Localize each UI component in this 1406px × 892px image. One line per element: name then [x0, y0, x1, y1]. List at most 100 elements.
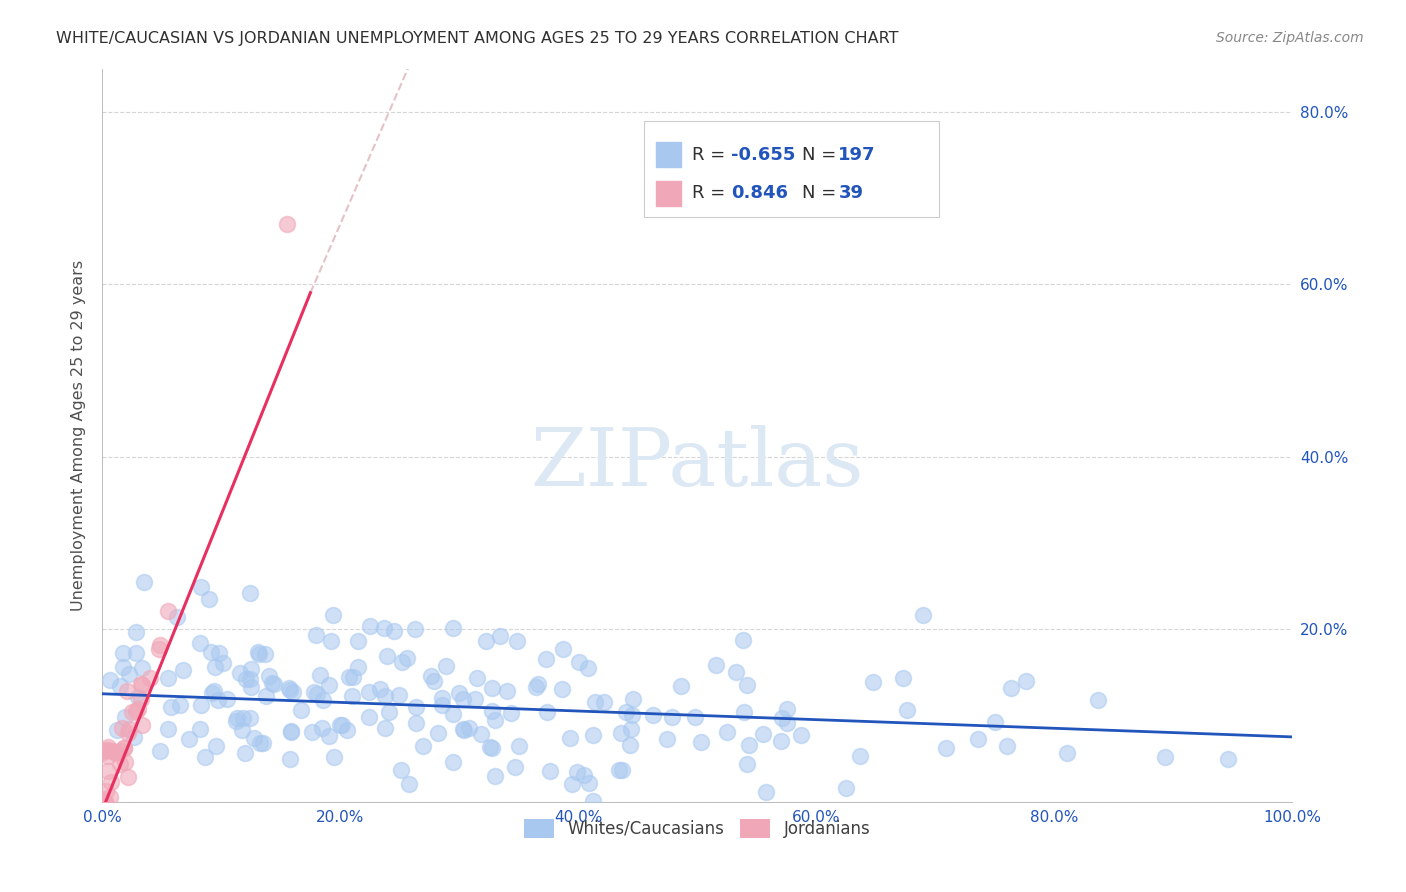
Point	[391, 655, 413, 669]
Point	[202, 683, 225, 698]
Point	[129, 676, 152, 690]
Point	[561, 777, 583, 791]
Point	[661, 710, 683, 724]
Point	[388, 689, 411, 703]
Point	[375, 649, 398, 664]
Point	[453, 723, 475, 737]
Point	[208, 646, 231, 660]
Point	[735, 756, 758, 771]
Point	[848, 748, 870, 763]
Point	[447, 686, 470, 700]
Point	[112, 660, 135, 674]
Point	[207, 693, 229, 707]
Point	[200, 645, 222, 659]
Point	[434, 658, 457, 673]
Point	[94, 784, 117, 798]
Point	[91, 792, 114, 806]
Point	[111, 721, 134, 735]
Point	[247, 645, 270, 659]
Point	[458, 721, 481, 735]
Point	[204, 660, 226, 674]
Point	[572, 768, 595, 782]
Point	[704, 657, 727, 672]
Point	[112, 741, 135, 756]
Point	[553, 642, 575, 657]
Point	[229, 666, 252, 681]
Point	[201, 685, 224, 699]
Point	[249, 736, 271, 750]
Point	[91, 795, 114, 809]
Point	[305, 687, 328, 701]
Point	[538, 764, 561, 778]
Point	[157, 723, 180, 737]
Point	[103, 745, 125, 759]
Point	[311, 721, 333, 735]
Point	[342, 669, 364, 683]
Point	[1087, 693, 1109, 707]
Point	[359, 619, 381, 633]
Point	[252, 736, 274, 750]
Point	[641, 708, 664, 723]
Point	[318, 678, 340, 692]
Point	[1015, 674, 1038, 689]
Point	[583, 694, 606, 708]
Point	[122, 730, 145, 744]
Point	[108, 744, 131, 758]
Text: -0.655: -0.655	[731, 145, 796, 163]
Point	[166, 610, 188, 624]
Point	[725, 665, 748, 680]
Point	[129, 692, 152, 706]
Point	[118, 722, 141, 736]
Text: ZIPatlas: ZIPatlas	[530, 425, 863, 503]
Point	[302, 685, 325, 699]
Point	[179, 732, 201, 747]
Point	[751, 727, 773, 741]
Point	[100, 775, 122, 789]
Point	[862, 674, 884, 689]
Point	[731, 632, 754, 647]
Point	[755, 784, 778, 798]
Point	[125, 625, 148, 640]
Point	[775, 715, 797, 730]
Point	[117, 726, 139, 740]
Point	[550, 682, 572, 697]
Point	[405, 699, 427, 714]
Point	[336, 723, 359, 737]
Point	[93, 795, 115, 809]
Point	[967, 731, 990, 746]
Point	[465, 671, 488, 685]
Point	[503, 760, 526, 774]
Point	[254, 648, 277, 662]
Point	[582, 794, 605, 808]
Point	[359, 685, 381, 699]
Point	[318, 729, 340, 743]
Point	[225, 711, 247, 725]
Point	[131, 678, 153, 692]
Point	[231, 723, 253, 738]
Point	[190, 580, 212, 594]
Point	[769, 734, 792, 748]
Point	[430, 698, 453, 712]
Point	[127, 690, 149, 704]
Point	[481, 704, 503, 718]
Point	[330, 718, 353, 732]
Point	[441, 707, 464, 722]
Text: 39: 39	[838, 184, 863, 202]
Point	[235, 672, 257, 686]
Point	[430, 691, 453, 706]
Point	[347, 660, 370, 674]
Point	[368, 681, 391, 696]
Point	[475, 634, 498, 648]
Point	[111, 646, 134, 660]
Point	[125, 646, 148, 660]
Point	[568, 655, 591, 669]
Point	[118, 666, 141, 681]
Point	[149, 744, 172, 758]
Point	[172, 663, 194, 677]
Point	[108, 679, 131, 693]
Point	[239, 681, 262, 695]
Point	[283, 685, 305, 699]
Point	[995, 739, 1018, 754]
Text: Source: ZipAtlas.com: Source: ZipAtlas.com	[1216, 31, 1364, 45]
Point	[496, 683, 519, 698]
